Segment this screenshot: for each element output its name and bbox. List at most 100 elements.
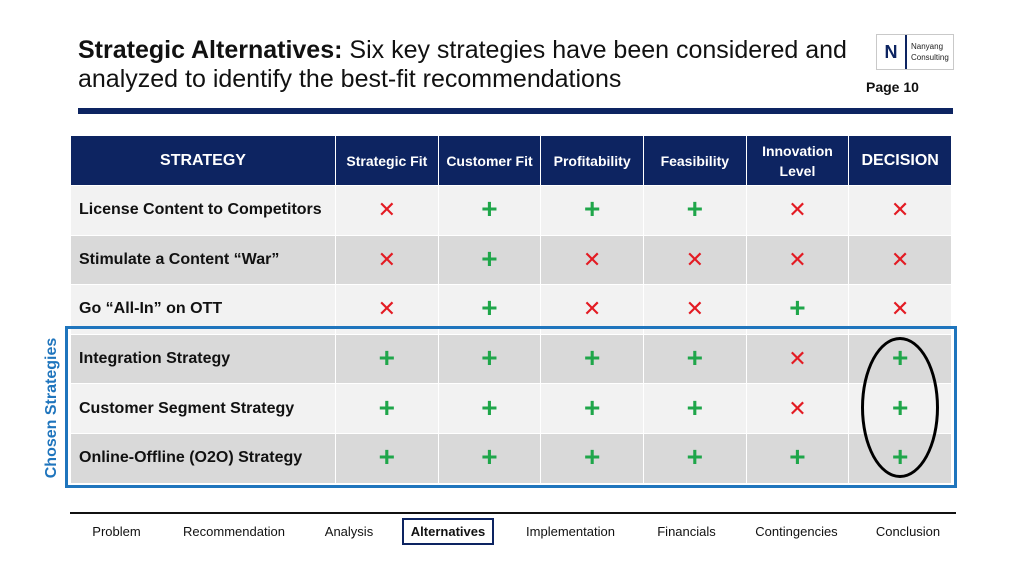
rating-cell: + [540,333,644,385]
rating-cell: + [437,383,542,434]
chosen-strategies-label: Chosen Strategies [43,337,60,479]
rating-cell: ✕ [848,185,952,236]
strategy-name: License Content to Competitors [70,185,336,236]
strategy-matrix: STRATEGY Strategic Fit Customer Fit Profita… [70,135,952,484]
cross-icon: ✕ [788,346,807,372]
cross-icon: ✕ [788,197,807,223]
plus-icon: + [891,391,909,423]
column-header: STRATEGY [70,135,336,186]
cross-icon: ✕ [788,246,807,272]
cross-icon: ✕ [685,296,705,322]
title-divider [78,108,953,114]
cross-icon: ✕ [582,296,602,322]
plus-icon: + [891,342,909,374]
table-row: Go “All-In” on OTT ✕ + ✕ ✕ + ✕ [70,284,952,335]
plus-icon: + [481,342,498,374]
plus-icon: + [686,391,703,423]
rating-cell: + [437,432,542,484]
rating-cell: ✕ [540,284,644,335]
rating-cell: + [437,234,542,286]
rating-cell: + [848,432,952,484]
plus-icon: + [378,441,395,473]
plus-icon: + [686,193,703,225]
rating-cell: + [642,333,747,385]
logo-line-1: Nanyang [911,42,944,51]
nav-item-alternatives[interactable]: Alternatives [402,518,494,545]
rating-cell: + [642,185,747,236]
logo-mark: N [877,35,907,69]
column-header: Feasibility [642,135,747,186]
nav-item-contingencies[interactable]: Contingencies [755,524,838,539]
cross-icon: ✕ [890,296,910,322]
cross-icon: ✕ [890,246,910,272]
cross-icon: ✕ [377,296,397,322]
section-navigation: Problem Recommendation Analysis Alternative… [70,518,956,546]
plus-icon: + [686,441,703,473]
logo-line-2: Consulting [911,53,949,62]
table-row: Integration Strategy + + + + ✕ + [70,333,952,385]
nav-item-analysis[interactable]: Analysis [324,524,374,539]
plus-icon: + [481,193,498,225]
rating-cell: ✕ [335,234,439,286]
rating-cell: + [437,333,542,385]
plus-icon: + [789,292,806,324]
nav-item-conclusion[interactable]: Conclusion [875,524,941,539]
cross-icon: ✕ [788,395,807,421]
plus-icon: + [583,342,601,374]
cross-icon: ✕ [582,246,602,272]
column-header: Profitability [540,135,644,186]
rating-cell: ✕ [642,234,747,286]
rating-cell: ✕ [335,284,439,335]
rating-cell: + [745,284,850,335]
rating-cell: + [745,432,850,484]
cross-icon: ✕ [685,246,705,272]
title-bold: Strategic Alternatives: [78,36,343,64]
table-body: License Content to Competitors ✕ + + + ✕ ✕ Stim… [70,185,952,484]
plus-icon: + [481,242,498,274]
rating-cell: + [540,432,644,484]
title-rest: Six key strategies have been considered … [78,36,847,93]
rating-cell: ✕ [642,284,747,335]
rating-cell: ✕ [540,234,644,286]
column-header: DECISION [848,135,952,186]
cross-icon: ✕ [377,197,397,223]
cross-icon: ✕ [890,197,910,223]
company-logo: N Nanyang Consulting [876,34,954,70]
column-header: Customer Fit [437,135,542,186]
rating-cell: ✕ [745,383,850,434]
column-header: Innovation Level [745,135,850,186]
plus-icon: + [789,441,806,473]
table-row: Online-Offline (O2O) Strategy + + + + + + [70,432,952,484]
plus-icon: + [378,391,395,423]
rating-cell: + [437,185,542,236]
table-header-row: STRATEGY Strategic Fit Customer Fit Profita… [70,135,952,186]
rating-cell: + [642,432,747,484]
nav-item-implementation[interactable]: Implementation [526,524,615,539]
table-row: License Content to Competitors ✕ + + + ✕ ✕ [70,185,952,236]
plus-icon: + [481,391,498,423]
table-row: Stimulate a Content “War” ✕ + ✕ ✕ ✕ ✕ [70,234,952,286]
plus-icon: + [583,193,601,225]
plus-icon: + [481,292,498,324]
rating-cell: + [848,383,952,434]
rating-cell: ✕ [335,185,439,236]
strategy-name: Customer Segment Strategy [70,383,336,434]
rating-cell: ✕ [745,185,850,236]
column-header: Strategic Fit [335,135,439,186]
strategy-name: Integration Strategy [70,333,336,385]
nav-divider [70,512,956,514]
rating-cell: + [437,284,542,335]
plus-icon: + [481,441,498,473]
nav-item-problem[interactable]: Problem [92,524,141,539]
page-title: Strategic Alternatives: Six key strategi… [78,36,868,94]
rating-cell: + [642,383,747,434]
plus-icon: + [583,441,601,473]
rating-cell: + [335,383,439,434]
nav-item-financials[interactable]: Financials [657,524,716,539]
page-number: Page 10 [866,79,919,95]
rating-cell: + [540,383,644,434]
nav-item-recommendation[interactable]: Recommendation [183,524,285,539]
strategy-name: Online-Offline (O2O) Strategy [70,432,336,484]
strategy-name: Go “All-In” on OTT [70,284,336,335]
plus-icon: + [891,441,909,473]
